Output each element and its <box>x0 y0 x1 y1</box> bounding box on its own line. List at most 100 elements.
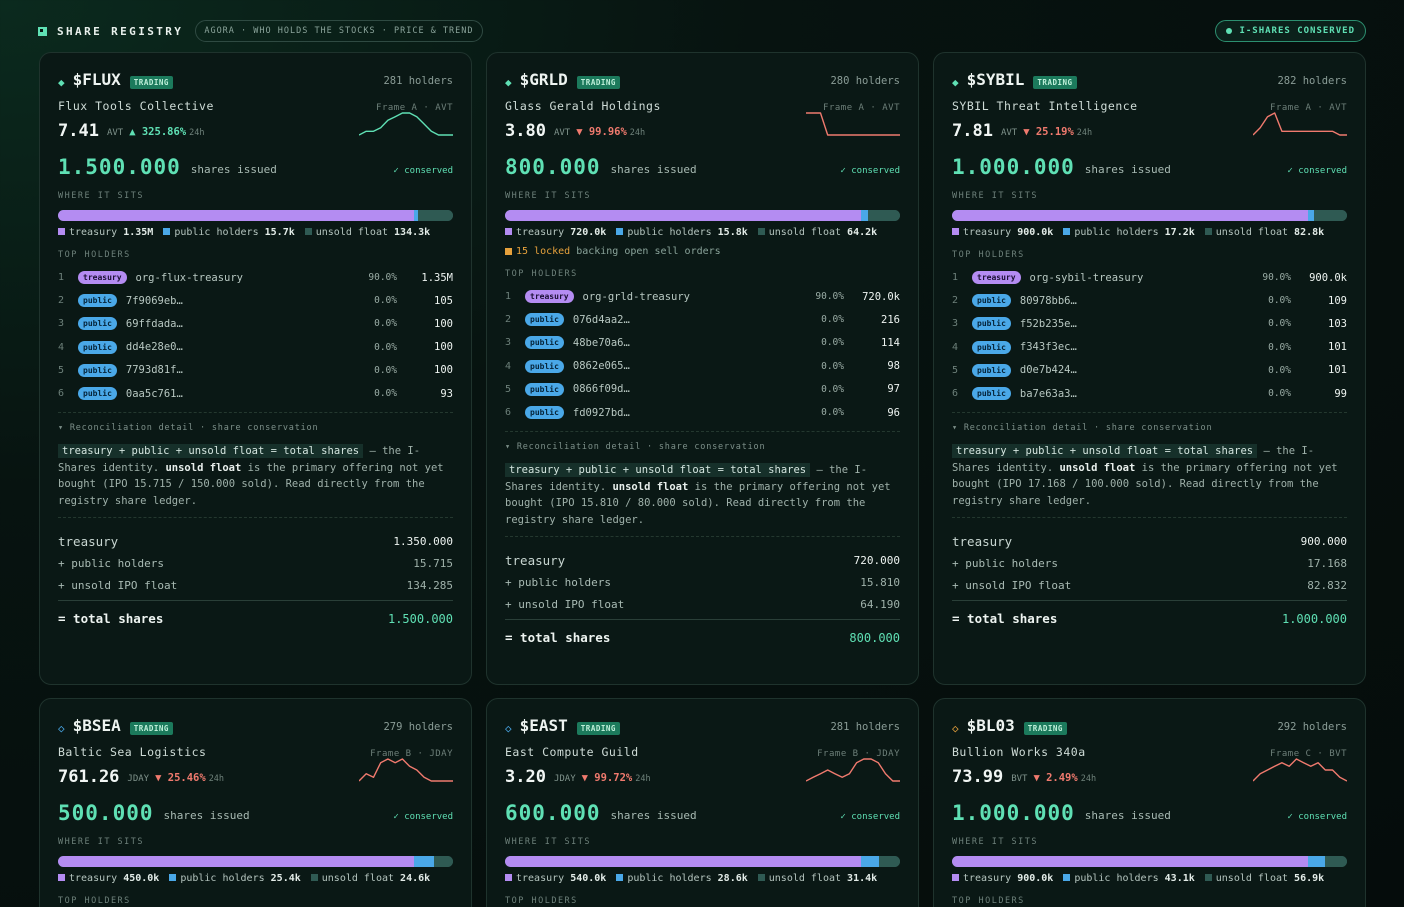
sparkline-chart <box>359 758 453 782</box>
holder-type-badge: public <box>972 363 1011 377</box>
recon-total-row: = total shares 800.000 <box>505 619 900 649</box>
holder-row[interactable]: 4 public f343f3ec… 0.0% 101 <box>952 336 1347 359</box>
stock-card[interactable]: ◆ $FLUX TRADING 281 holders Flux Tools C… <box>39 52 472 685</box>
sparkline-chart <box>806 112 900 136</box>
holder-row[interactable]: 4 public dd4e28e0… 0.0% 100 <box>58 336 453 359</box>
holder-amount: 100 <box>434 341 453 354</box>
holder-rank: 3 <box>952 318 959 330</box>
sparkline-chart <box>359 112 453 136</box>
stock-card[interactable]: ◇ $BL03 TRADING 292 holders Bullion Work… <box>933 698 1366 907</box>
recon-total-row: = total shares 1.000.000 <box>952 600 1347 630</box>
holder-row[interactable]: 3 public f52b235e… 0.0% 103 <box>952 312 1347 335</box>
ticker[interactable]: $EAST <box>519 716 568 735</box>
holder-row[interactable]: 3 public 48be70a6… 0.0% 114 <box>505 331 900 354</box>
holder-row[interactable]: 5 public 7793d81f… 0.0% 100 <box>58 359 453 382</box>
holder-row[interactable]: 1 treasury org-flux-treasury 90.0% 1.35M <box>58 266 453 289</box>
holder-rank: 3 <box>505 337 512 349</box>
holder-amount: 105 <box>434 294 453 307</box>
holder-amount: 720.0k <box>862 290 900 303</box>
holder-id[interactable]: f52b235e… <box>1019 317 1077 330</box>
price: 7.41 <box>58 121 99 141</box>
holder-row[interactable]: 6 public fd0927bd… 0.0% 96 <box>505 401 900 424</box>
holder-id[interactable]: dd4e28e0… <box>125 341 183 354</box>
holder-id[interactable]: fd0927bd… <box>572 406 630 419</box>
holder-id[interactable]: 7793d81f… <box>125 364 183 377</box>
reconciliation-toggle[interactable]: ▾ Reconciliation detail · share conserva… <box>952 423 1213 434</box>
holder-count: 281 holders <box>383 75 453 87</box>
holder-percent: 0.0% <box>821 383 844 395</box>
holder-row[interactable]: 6 public ba7e63a3… 0.0% 99 <box>952 382 1347 405</box>
holder-id[interactable]: d0e7b424… <box>1019 364 1077 377</box>
recon-unsold-row: + unsold IPO float 134.285 <box>58 578 453 592</box>
shares-issued-label: shares issued <box>610 163 697 176</box>
holder-row[interactable]: 2 public 80978bb6… 0.0% 109 <box>952 289 1347 312</box>
holder-type-badge: public <box>78 317 117 331</box>
holder-percent: 0.0% <box>374 295 397 307</box>
legend-public: public holders 25.4k <box>169 873 301 884</box>
recon-treasury-row: treasury 900.000 <box>952 533 1347 549</box>
ticker[interactable]: $GRLD <box>519 70 568 89</box>
holder-id[interactable]: ba7e63a3… <box>1019 387 1077 400</box>
reconciliation-toggle[interactable]: ▾ Reconciliation detail · share conserva… <box>505 442 766 453</box>
holder-id[interactable]: 69ffdada… <box>125 317 183 330</box>
holder-id[interactable]: 7f9069eb… <box>125 294 183 307</box>
holder-row[interactable]: 5 public d0e7b424… 0.0% 101 <box>952 359 1347 382</box>
holder-row[interactable]: 3 public 69ffdada… 0.0% 100 <box>58 312 453 335</box>
holders-list: 1 treasury org-sybil-treasury 90.0% 900.… <box>952 266 1347 405</box>
status-pill[interactable]: I-SHARES CONSERVED <box>1215 20 1366 42</box>
stock-card[interactable]: ◆ $GRLD TRADING 280 holders Glass Gerald… <box>486 52 919 685</box>
ticker[interactable]: $SYBIL <box>966 70 1025 89</box>
holder-row[interactable]: 2 public 076d4aa2… 0.0% 216 <box>505 308 900 331</box>
holder-id[interactable]: 80978bb6… <box>1019 294 1077 307</box>
company-name: Baltic Sea Logistics <box>58 745 207 759</box>
holder-row[interactable]: 6 public 0aa5c761… 0.0% 93 <box>58 382 453 405</box>
top-holders-heading: TOP HOLDERS <box>58 896 131 906</box>
price-change: ▼ 2.49% <box>1033 772 1078 784</box>
holder-amount: 100 <box>434 364 453 377</box>
holder-type-badge: public <box>972 294 1011 308</box>
page-title: SHARE REGISTRY <box>57 24 184 38</box>
holder-id[interactable]: 0862e065… <box>572 360 630 373</box>
ticker[interactable]: $BL03 <box>966 716 1015 735</box>
distribution-legend: treasury 900.0k public holders 17.2k uns… <box>952 227 1347 238</box>
holder-id[interactable]: org-sybil-treasury <box>1029 271 1144 284</box>
holder-amount: 114 <box>881 336 900 349</box>
ipo-sold: (IPO 17.168 / 100.000 sold) <box>996 478 1167 491</box>
holder-id[interactable]: org-flux-treasury <box>135 271 243 284</box>
stock-card[interactable]: ◇ $BSEA TRADING 279 holders Baltic Sea L… <box>39 698 472 907</box>
diamond-icon: ◇ <box>58 722 65 735</box>
holder-row[interactable]: 4 public 0862e065… 0.0% 98 <box>505 355 900 378</box>
holder-id[interactable]: 48be70a6… <box>572 336 630 349</box>
holder-id[interactable]: org-grld-treasury <box>582 290 690 303</box>
change-period: 24h <box>208 774 225 784</box>
holder-percent: 90.0% <box>368 272 397 284</box>
treasury-segment <box>58 210 414 221</box>
holder-id[interactable]: f343f3ec… <box>1019 341 1077 354</box>
stock-card[interactable]: ◆ $SYBIL TRADING 282 holders SYBIL Threa… <box>933 52 1366 685</box>
holder-row[interactable]: 2 public 7f9069eb… 0.0% 105 <box>58 289 453 312</box>
holder-row[interactable]: 1 treasury org-sybil-treasury 90.0% 900.… <box>952 266 1347 289</box>
ticker[interactable]: $FLUX <box>72 70 121 89</box>
locked-note: 15 locked backing open sell orders <box>505 246 900 257</box>
price-unit: JDAY <box>553 774 576 784</box>
reconciliation-toggle[interactable]: ▾ Reconciliation detail · share conserva… <box>58 423 319 434</box>
price: 73.99 <box>952 767 1004 787</box>
distribution-bar <box>505 210 900 221</box>
registry-logo-icon <box>38 26 47 36</box>
stock-card[interactable]: ◇ $EAST TRADING 281 holders East Compute… <box>486 698 919 907</box>
holder-row[interactable]: 1 treasury org-grld-treasury 90.0% 720.0… <box>505 285 900 308</box>
ticker[interactable]: $BSEA <box>72 716 121 735</box>
holder-id[interactable]: 0aa5c761… <box>125 387 183 400</box>
holder-rank: 1 <box>952 272 959 284</box>
holder-type-badge: treasury <box>972 271 1021 285</box>
holder-percent: 0.0% <box>821 407 844 419</box>
holder-id[interactable]: 0866f09d… <box>572 383 630 396</box>
shares-issued-label: shares issued <box>163 809 250 822</box>
holder-percent: 0.0% <box>374 341 397 353</box>
formula: treasury + public + unsold float = total… <box>505 463 811 478</box>
holder-amount: 100 <box>434 317 453 330</box>
holder-row[interactable]: 5 public 0866f09d… 0.0% 97 <box>505 378 900 401</box>
holder-rank: 5 <box>952 364 959 376</box>
holder-id[interactable]: 076d4aa2… <box>572 313 630 326</box>
breadcrumb-nav[interactable]: AGORA · WHO HOLDS THE STOCKS · PRICE & T… <box>195 20 483 42</box>
